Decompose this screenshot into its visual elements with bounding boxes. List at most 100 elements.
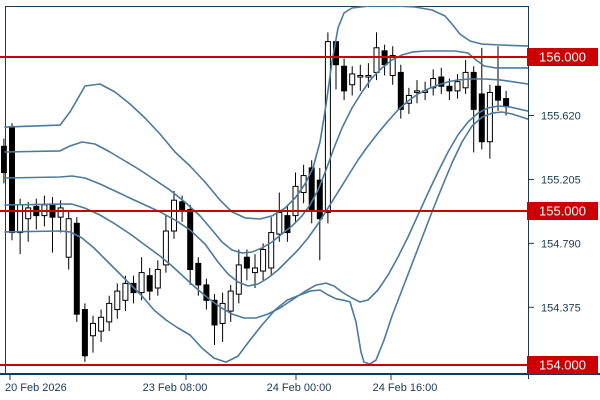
candle [276,192,283,242]
candle-body-down [187,208,194,271]
candle-body-up [268,232,275,269]
candle-body-up [365,74,372,78]
candle-body-up [324,41,331,214]
candle-body-up [57,207,64,218]
candle [486,84,493,159]
candle-body-down [284,215,291,234]
candle [300,164,307,204]
x-axis: 20 Feb 2026 23 Feb 08:00 24 Feb 00:00 24 Fe… [5,374,437,394]
candle [397,64,404,119]
candle [243,249,250,281]
price-level-badge: 156.000 [527,48,598,66]
candle-body-up [454,81,461,92]
candle [430,69,437,96]
candle [106,295,113,332]
y-tick-label: 154.790 [541,238,581,250]
candle [227,284,234,322]
candle-body-up [357,74,364,78]
candle [260,243,267,281]
candle [9,123,15,241]
candle [114,283,121,319]
candle [252,254,258,288]
candle-body-down [81,309,88,357]
candle [65,211,72,270]
candle-body-up [25,207,32,220]
candle-body-down [495,85,501,101]
candle-body-down [203,284,210,301]
candle [381,44,388,76]
candle [90,315,96,353]
candle-body-up [486,91,493,143]
candle-body-down [195,262,202,286]
candle-body-up [90,322,96,337]
candle [219,292,226,342]
candle-body-up [106,302,113,323]
bands-layer [4,6,528,365]
candle-body-up [349,73,356,86]
candle-body-up [300,175,307,194]
price-badge-label: 155.000 [539,204,586,219]
candle-body-down [179,201,186,210]
candle-body-up [171,199,177,232]
candle [146,267,153,301]
candle-body-down [341,65,348,92]
candle-body-down [503,98,510,107]
candles-layer [1,32,510,362]
candle-body-up [260,249,267,272]
candle-body-down [446,85,453,92]
candle-body-up [227,290,234,312]
price-badge-box [527,202,598,220]
y-tick-label: 155.205 [541,174,581,186]
band-middle [4,78,528,287]
candle [324,32,331,224]
candle-body-down [470,71,477,110]
candle-body-up [219,302,226,324]
candle-body-up [276,212,283,235]
candle [357,64,364,91]
candle [98,309,105,342]
candle [389,46,396,85]
candle-body-up [154,269,161,289]
candle-body-down [1,145,7,174]
price-badge-label: 156.000 [539,50,586,65]
candle [25,201,32,242]
candle [33,198,40,230]
candle-body-up [252,267,258,274]
candle-body-down [146,275,153,292]
candle [235,249,242,304]
band-upper-outer [4,6,528,220]
candle [341,58,348,101]
x-tick-label: 20 Feb 2026 [5,382,67,394]
candle-body-up [389,54,396,76]
candle-body-down [316,179,323,220]
candle-body-up [98,316,105,332]
candle-body-up [373,47,380,73]
candle [495,46,501,111]
candle-body-down [397,71,404,110]
candle [462,60,469,94]
candle [73,217,80,322]
price-badge-box [527,356,598,374]
candle-body-down [73,222,80,315]
candle [454,73,461,99]
price-level-badge: 154.000 [527,356,598,374]
candle [470,66,477,153]
x-tick-label: 24 Feb 16:00 [373,382,438,394]
candle [162,215,169,273]
candle [414,80,420,104]
candle-body-up [114,290,121,311]
candle-body-down [243,256,250,269]
candle [57,200,64,233]
band-lower-outer [4,111,528,365]
candle [154,260,161,296]
x-tick-label: 24 Feb 00:00 [267,382,332,394]
x-tick-label: 23 Feb 08:00 [143,382,208,394]
price-badge-label: 154.000 [539,358,586,373]
price-level-badge: 155.000 [527,202,598,220]
y-tick-label: 155.620 [541,111,581,123]
candle [187,204,194,285]
candle-body-up [65,218,72,258]
candle [81,303,88,362]
